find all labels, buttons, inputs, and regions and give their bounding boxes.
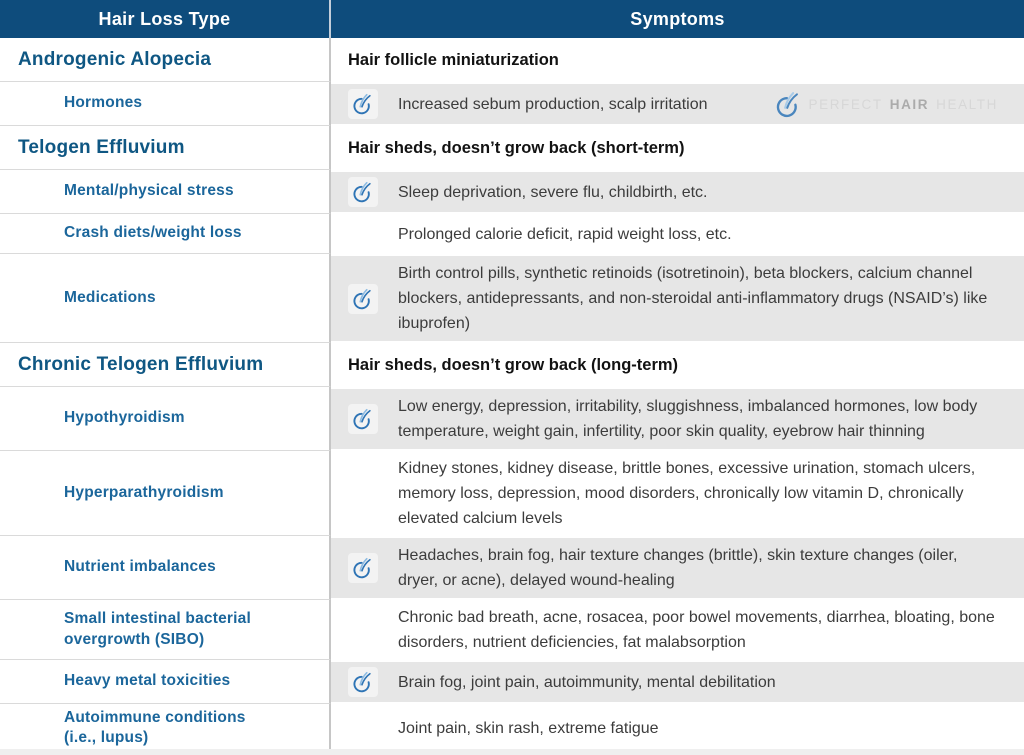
- hair-loss-type-label: Hypothyroidism: [64, 409, 185, 427]
- table-row: Small intestinal bacterial overgrowth (SI…: [0, 600, 1024, 660]
- hair-loss-type-label: Medications: [64, 288, 156, 306]
- icon-slot: [348, 177, 398, 207]
- table-row: Androgenic Alopecia Hair follicle miniat…: [0, 38, 1024, 82]
- hair-loss-type-cell: Heavy metal toxicities: [0, 660, 331, 704]
- hair-loss-type-cell: Chronic Telogen Effluvium: [0, 343, 331, 387]
- hair-loss-type-cell: Hypothyroidism: [0, 387, 331, 451]
- symptom-text: Low energy, depression, irritability, sl…: [398, 398, 978, 440]
- icon-slot: [348, 714, 398, 744]
- hair-loss-type-label: Autoimmune conditions (i.e., lupus): [64, 709, 246, 747]
- hair-loss-type-cell: Medications: [0, 254, 331, 343]
- hair-loss-type-cell: Hyperparathyroidism: [0, 451, 331, 536]
- symptom-text: Hair sheds, doesn’t grow back (long-term…: [348, 355, 679, 374]
- symptoms-cell: Sleep deprivation, severe flu, childbirt…: [331, 170, 1024, 214]
- icon-slot: [348, 667, 398, 697]
- hair-loss-type-cell: Autoimmune conditions (i.e., lupus): [0, 704, 331, 754]
- watermark-word-perfect: PERFECT: [808, 96, 883, 112]
- bottom-border-strip: [0, 749, 1024, 755]
- hair-loss-type-cell: Hormones: [0, 82, 331, 126]
- table-row: Medications Birth control pills, synthet…: [0, 254, 1024, 343]
- hair-loss-type-label: Hyperparathyroidism: [64, 483, 224, 501]
- hair-loss-type-cell: Telogen Effluvium: [0, 126, 331, 170]
- table-header-row: Hair Loss Type Symptoms: [0, 0, 1024, 38]
- column-header-hair-loss-type: Hair Loss Type: [0, 0, 331, 38]
- hair-loss-type-label: Hormones: [64, 94, 143, 112]
- symptom-text: Hair sheds, doesn’t grow back (short-ter…: [348, 138, 685, 157]
- icon-slot: [348, 553, 398, 583]
- table-row: Mental/physical stress Sleep deprivation…: [0, 170, 1024, 214]
- hair-loss-type-cell: Nutrient imbalances: [0, 536, 331, 600]
- symptoms-cell: Chronic bad breath, acne, rosacea, poor …: [331, 600, 1024, 660]
- symptom-text: Increased sebum production, scalp irrita…: [398, 95, 708, 113]
- hair-follicle-icon: [348, 404, 378, 434]
- symptoms-cell: Low energy, depression, irritability, sl…: [331, 387, 1024, 451]
- hair-loss-type-label: Nutrient imbalances: [64, 558, 216, 576]
- table-row: Telogen Effluvium Hair sheds, doesn’t gr…: [0, 126, 1024, 170]
- symptoms-cell: Hair sheds, doesn’t grow back (short-ter…: [331, 126, 1024, 170]
- symptom-text: Hair follicle miniaturization: [348, 50, 559, 69]
- symptoms-cell: Hair sheds, doesn’t grow back (long-term…: [331, 343, 1024, 387]
- icon-slot: [348, 479, 398, 509]
- table-row: Crash diets/weight loss Prolonged calori…: [0, 214, 1024, 254]
- hair-loss-type-label: Mental/physical stress: [64, 182, 234, 200]
- symptoms-cell: Kidney stones, kidney disease, brittle b…: [331, 451, 1024, 536]
- symptoms-cell: Brain fog, joint pain, autoimmunity, men…: [331, 660, 1024, 704]
- icon-slot: [348, 615, 398, 645]
- icon-slot: [348, 404, 398, 434]
- table-body: Androgenic Alopecia Hair follicle miniat…: [0, 38, 1024, 754]
- watermark-word-hair: HAIR: [889, 96, 930, 112]
- icon-slot: [348, 89, 398, 119]
- hair-follicle-icon: [348, 667, 378, 697]
- table-row: Hypothyroidism Low energy, depression, i…: [0, 387, 1024, 451]
- symptom-text: Prolonged calorie deficit, rapid weight …: [398, 225, 732, 243]
- symptoms-cell: Joint pain, skin rash, extreme fatigue: [331, 704, 1024, 754]
- hair-loss-type-cell: Small intestinal bacterial overgrowth (SI…: [0, 600, 331, 660]
- hair-loss-type-cell: Mental/physical stress: [0, 170, 331, 214]
- hair-loss-type-cell: Crash diets/weight loss: [0, 214, 331, 254]
- hair-follicle-icon: [348, 89, 378, 119]
- hair-loss-type-label: Small intestinal bacterial overgrowth (SI…: [64, 610, 251, 648]
- table-row: Chronic Telogen Effluvium Hair sheds, do…: [0, 343, 1024, 387]
- symptoms-cell: Increased sebum production, scalp irrita…: [331, 82, 1024, 126]
- icon-slot: [348, 219, 398, 249]
- table-row: Nutrient imbalances Headaches, brain fog…: [0, 536, 1024, 600]
- hair-loss-type-label: Chronic Telogen Effluvium: [18, 353, 264, 375]
- brand-watermark: PERFECT HAIR HEALTH: [775, 91, 1001, 118]
- symptoms-cell: Prolonged calorie deficit, rapid weight …: [331, 214, 1024, 254]
- hair-loss-type-label: Heavy metal toxicities: [64, 672, 231, 690]
- symptom-text: Headaches, brain fog, hair texture chang…: [398, 547, 958, 589]
- hair-loss-type-label: Crash diets/weight loss: [64, 224, 242, 242]
- hair-loss-type-cell: Androgenic Alopecia: [0, 38, 331, 82]
- brand-logo-icon: [775, 91, 802, 118]
- symptoms-cell: Headaches, brain fog, hair texture chang…: [331, 536, 1024, 600]
- hair-loss-type-label: Androgenic Alopecia: [18, 48, 212, 70]
- table-row: Heavy metal toxicities Brain fog, joint …: [0, 660, 1024, 704]
- icon-slot: [348, 283, 398, 314]
- hair-follicle-icon: [348, 553, 378, 583]
- hair-follicle-icon: [348, 177, 378, 207]
- symptoms-cell: Birth control pills, synthetic retinoids…: [331, 254, 1024, 343]
- symptom-text: Birth control pills, synthetic retinoids…: [398, 265, 988, 332]
- table-row: Autoimmune conditions (i.e., lupus) Joint…: [0, 704, 1024, 754]
- symptom-text: Chronic bad breath, acne, rosacea, poor …: [398, 609, 995, 651]
- hair-follicle-icon: [348, 283, 378, 314]
- table-row: Hormones Increased sebum production, sca…: [0, 82, 1024, 126]
- watermark-word-health: HEALTH: [936, 96, 998, 112]
- hair-loss-type-label: Telogen Effluvium: [18, 136, 185, 158]
- table-row: Hyperparathyroidism Kidney stones, kidne…: [0, 451, 1024, 536]
- symptom-text: Sleep deprivation, severe flu, childbirt…: [398, 183, 708, 201]
- symptom-text: Kidney stones, kidney disease, brittle b…: [398, 460, 976, 527]
- column-header-symptoms: Symptoms: [630, 8, 725, 29]
- symptoms-cell: Hair follicle miniaturization: [331, 38, 1024, 82]
- symptom-text: Brain fog, joint pain, autoimmunity, men…: [398, 673, 776, 691]
- symptom-text: Joint pain, skin rash, extreme fatigue: [398, 720, 659, 738]
